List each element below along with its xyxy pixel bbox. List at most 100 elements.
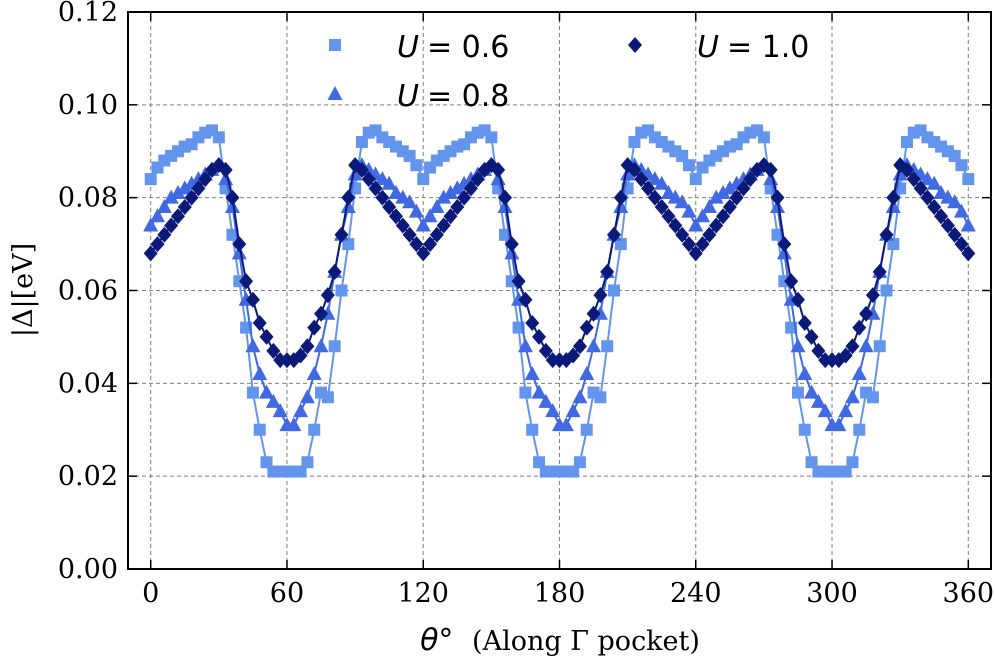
data-point: [511, 273, 526, 290]
plot-frame: [127, 11, 992, 570]
data-point: [688, 217, 704, 232]
data-point: [491, 161, 506, 178]
data-point: [410, 159, 423, 172]
data-point: [777, 236, 792, 253]
data-point: [341, 189, 356, 206]
data-point: [668, 217, 683, 234]
data-point: [579, 319, 594, 336]
data-point: [675, 226, 690, 243]
data-point: [790, 338, 806, 353]
x-tick-label: 120: [397, 578, 449, 609]
data-point: [880, 284, 893, 297]
data-point: [797, 314, 812, 331]
data-point: [218, 161, 233, 178]
data-point: [962, 173, 975, 186]
data-point: [252, 314, 267, 331]
data-point: [538, 393, 554, 408]
data-point: [873, 340, 886, 353]
data-point: [163, 189, 179, 204]
data-point: [422, 208, 438, 223]
data-point: [164, 217, 179, 234]
data-point: [245, 291, 260, 308]
data-point: [423, 236, 438, 253]
data-point: [253, 423, 266, 436]
data-point: [232, 236, 247, 253]
x-tick-label: 240: [670, 578, 722, 609]
data-point: [865, 287, 880, 304]
data-point: [525, 314, 540, 331]
data-point: [763, 161, 778, 178]
data-point: [314, 305, 329, 322]
grid-lines: [128, 11, 991, 570]
data-point: [538, 342, 553, 359]
data-point: [519, 386, 532, 399]
data-point: [191, 180, 206, 197]
data-point: [416, 245, 431, 262]
data-point: [695, 208, 711, 223]
data-point: [600, 263, 615, 280]
data-point: [156, 198, 172, 213]
data-point: [831, 417, 847, 432]
data-point: [361, 171, 376, 188]
data-point: [327, 263, 342, 280]
data-point: [934, 208, 949, 225]
x-tick-label: 360: [943, 578, 995, 609]
data-point: [252, 366, 268, 381]
data-point: [335, 284, 348, 297]
series-diamond: [143, 157, 976, 369]
data-point: [565, 403, 581, 418]
data-point: [143, 245, 158, 262]
data-point: [294, 465, 307, 478]
data-point: [224, 198, 240, 213]
data-point: [532, 328, 547, 345]
data-point: [212, 131, 225, 144]
data-point: [839, 465, 852, 478]
data-point: [676, 149, 689, 162]
data-point: [920, 189, 935, 206]
data-point: [770, 189, 785, 206]
data-point: [641, 180, 656, 197]
data-point: [784, 273, 799, 290]
data-point: [798, 423, 811, 436]
data-point: [301, 456, 314, 469]
data-point: [567, 465, 580, 478]
data-point: [403, 149, 416, 162]
data-point: [184, 189, 199, 206]
data-point: [608, 284, 621, 297]
data-point: [272, 403, 288, 418]
data-point: [566, 347, 581, 364]
data-point: [328, 340, 341, 353]
data-point: [613, 189, 628, 206]
data-point: [716, 208, 731, 225]
data-point: [517, 338, 533, 353]
data-point: [518, 291, 533, 308]
data-point: [736, 180, 751, 197]
data-point: [709, 217, 724, 234]
data-point: [497, 198, 513, 213]
data-point: [790, 291, 805, 308]
data-point: [415, 217, 431, 232]
data-point: [442, 185, 458, 200]
series-square: [144, 124, 975, 478]
data-point: [797, 366, 813, 381]
data-point: [844, 389, 860, 404]
data-point: [308, 423, 321, 436]
data-point: [463, 180, 478, 197]
data-point: [260, 456, 273, 469]
data-point: [497, 189, 512, 206]
data-point: [307, 319, 322, 336]
data-point: [776, 245, 792, 260]
data-point: [573, 456, 586, 469]
data-point: [485, 131, 498, 144]
data-point: [375, 189, 390, 206]
y-tick-label: 0.00: [58, 554, 118, 585]
data-point: [170, 208, 185, 225]
data-point: [340, 198, 356, 213]
data-point: [429, 226, 444, 243]
data-point: [402, 226, 417, 243]
data-point: [586, 305, 601, 322]
data-point: [927, 198, 942, 215]
data-point: [265, 393, 281, 408]
y-tick-label: 0.02: [58, 461, 118, 492]
data-point: [654, 198, 669, 215]
